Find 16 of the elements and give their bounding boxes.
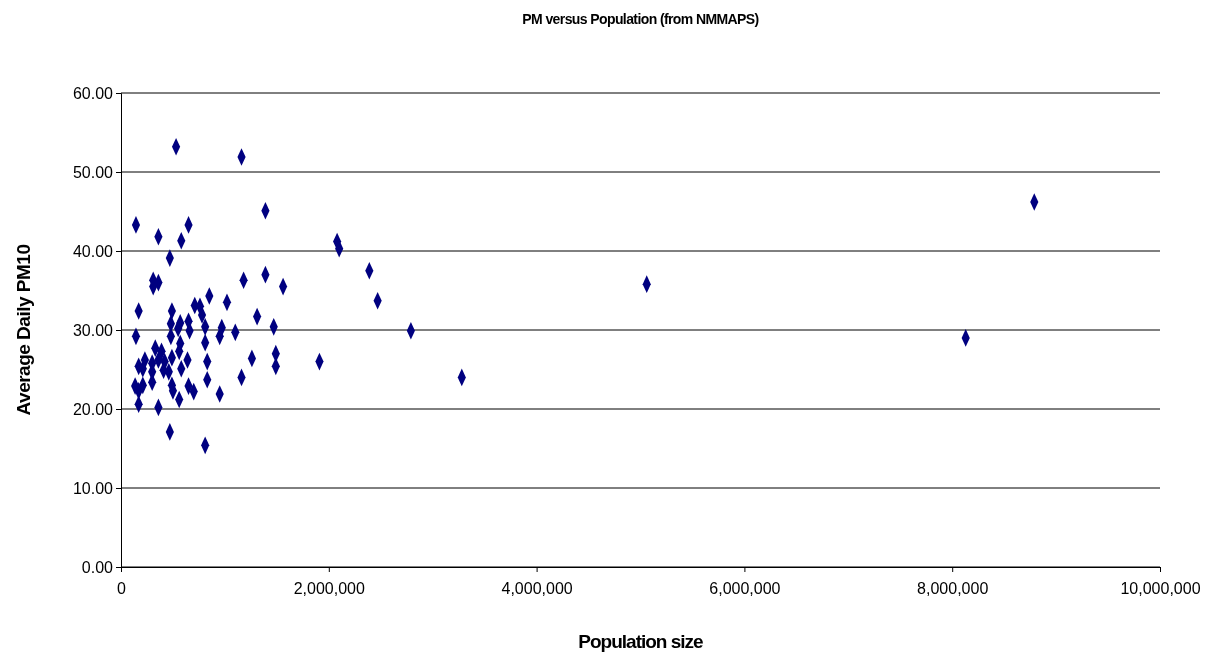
y-tick-label: 40.00 bbox=[72, 242, 114, 260]
x-tick-label: 6,000,000 bbox=[709, 580, 781, 598]
x-tick-label: 8,000,000 bbox=[917, 580, 989, 598]
y-tick-label: 0.00 bbox=[81, 558, 114, 576]
x-tick-label: 4,000,000 bbox=[501, 580, 573, 598]
x-tick-label: 2,000,000 bbox=[293, 580, 365, 598]
y-tick-label: 60.00 bbox=[72, 84, 114, 102]
y-tick-label: 20.00 bbox=[72, 400, 114, 418]
y-tick-label: 30.00 bbox=[72, 321, 114, 339]
y-tick-label: 50.00 bbox=[72, 163, 114, 181]
x-axis-title: Population size bbox=[578, 631, 704, 652]
x-tick-label: 0 bbox=[117, 580, 127, 598]
chart-title: PM versus Population (from NMMAPS) bbox=[522, 11, 759, 27]
y-tick-label: 10.00 bbox=[72, 479, 114, 497]
x-tick-label: 10,000,000 bbox=[1120, 580, 1201, 598]
y-axis-title: Average Daily PM10 bbox=[13, 244, 34, 416]
